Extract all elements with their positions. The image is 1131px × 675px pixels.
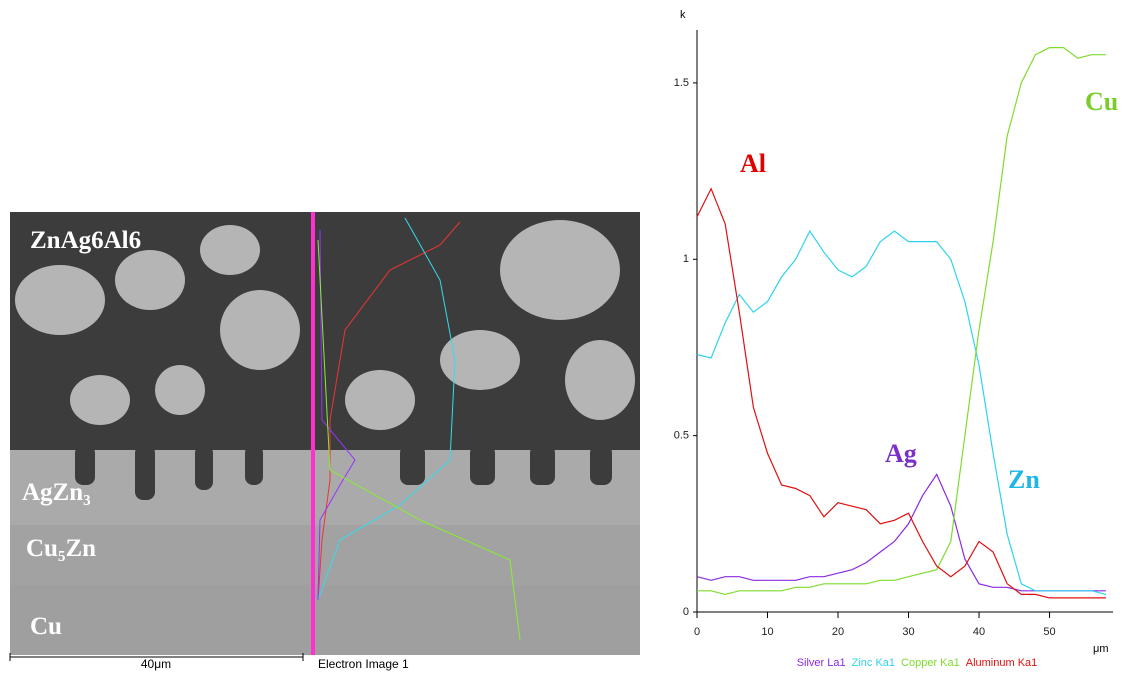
legend-entry: Copper Ka1 — [901, 657, 960, 669]
sem-cu5zn-band — [10, 525, 640, 585]
legend-entry: Zinc Ka1 — [852, 657, 895, 669]
legend-entry: Aluminum Ka1 — [966, 657, 1038, 669]
x-axis-label: μm — [1093, 643, 1109, 655]
scale-bar: 40μm Electron Image 1 — [10, 653, 409, 671]
phase-label: AgZn₃ — [22, 479, 91, 506]
x-tick-label: 20 — [832, 626, 844, 638]
annotation: Cu — [1085, 87, 1118, 116]
x-tick-label: 40 — [973, 626, 985, 638]
image-caption: Electron Image 1 — [318, 657, 409, 671]
x-tick-label: 30 — [902, 626, 914, 638]
sem-image: ZnAg6Al6 AgZn₃ Cu₅Zn Cu — [10, 212, 640, 655]
legend: Silver La1 Zinc Ka1 Copper Ka1 Aluminum Ka1 — [797, 657, 1038, 669]
series-line — [697, 189, 1106, 598]
series-line — [697, 474, 1106, 590]
y-tick-label: 1 — [683, 253, 689, 265]
x-tick-label: 0 — [694, 626, 700, 638]
annotation: Al — [740, 149, 766, 178]
series-line — [697, 48, 1106, 595]
sem-cu-region — [10, 585, 640, 655]
annotation: Ag — [885, 439, 917, 468]
line-chart: k μm 0 0.5 1 1.5 0 10 20 30 40 50 Silver La1 Zinc K… — [674, 9, 1119, 669]
x-tick-label: 10 — [761, 626, 773, 638]
x-tick-label: 50 — [1043, 626, 1055, 638]
series-line — [697, 231, 1106, 594]
phase-label: Cu — [30, 613, 62, 640]
legend-entry: Silver La1 — [797, 657, 846, 669]
annotation: Zn — [1008, 465, 1040, 494]
scale-label: 40μm — [141, 657, 171, 671]
phase-label: ZnAg6Al6 — [30, 227, 141, 254]
figure: ZnAg6Al6 AgZn₃ Cu₅Zn Cu 40μm Electron Im… — [0, 0, 1131, 675]
y-axis-label: k — [680, 9, 686, 21]
y-tick-label: 1.5 — [674, 77, 689, 89]
phase-label: Cu₅Zn — [26, 535, 96, 562]
y-tick-label: 0.5 — [674, 430, 689, 442]
y-tick-label: 0 — [683, 606, 689, 618]
